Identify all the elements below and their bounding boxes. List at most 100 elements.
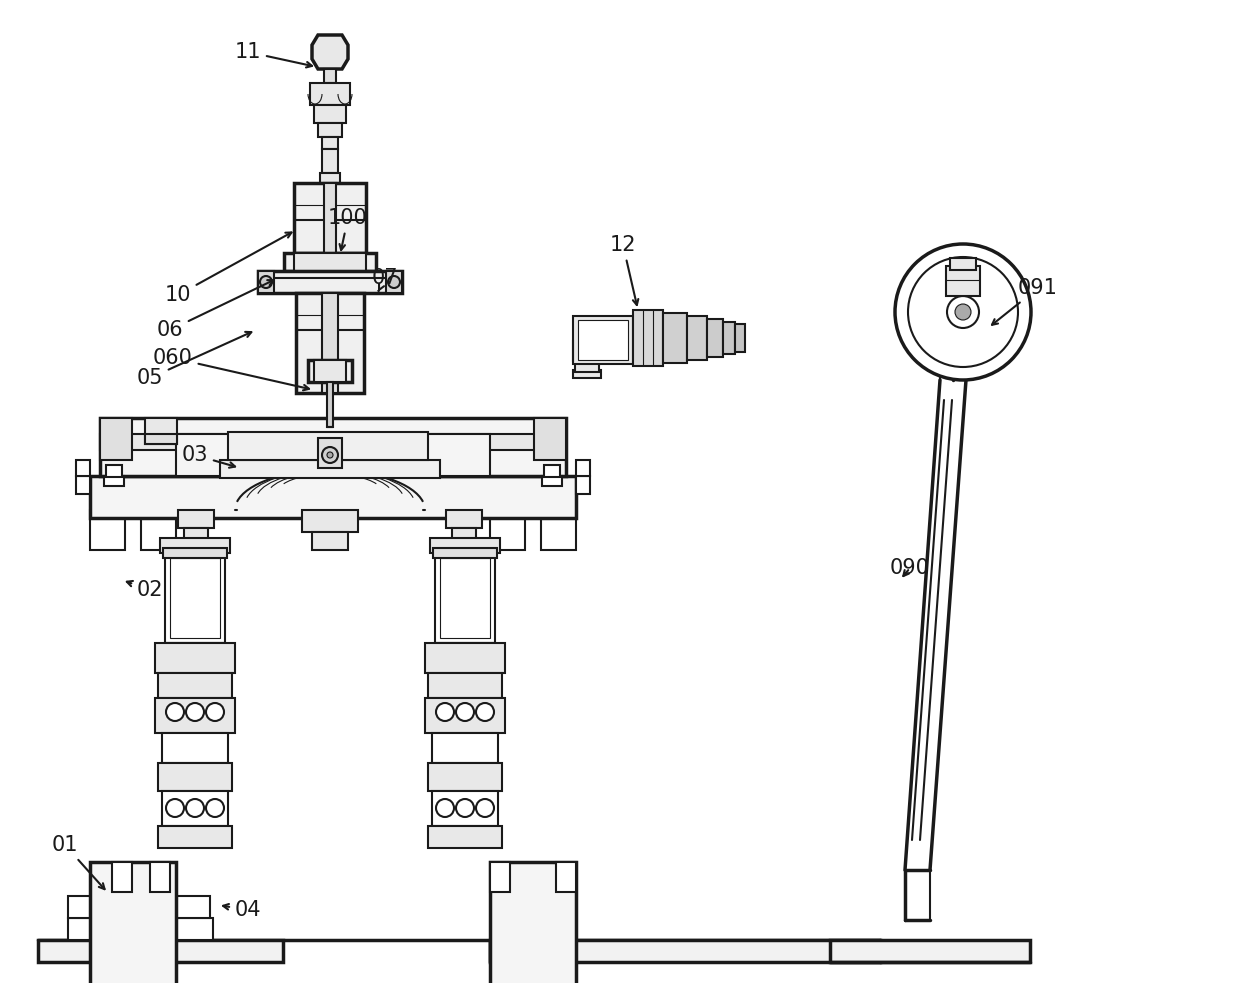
Bar	[104, 476, 124, 486]
Bar	[308, 360, 352, 382]
Bar	[428, 673, 502, 698]
Bar	[541, 510, 577, 550]
Bar	[310, 83, 350, 105]
Bar	[284, 253, 376, 271]
Bar	[735, 324, 745, 352]
Text: 11: 11	[234, 42, 312, 68]
Bar	[105, 465, 122, 477]
Bar	[433, 548, 497, 558]
Bar	[258, 271, 402, 293]
Bar	[490, 862, 510, 892]
Circle shape	[436, 703, 454, 721]
Bar	[296, 293, 365, 393]
Text: 091: 091	[992, 278, 1058, 324]
Circle shape	[908, 257, 1018, 367]
Bar	[100, 434, 565, 450]
Bar	[112, 862, 131, 892]
Bar	[573, 316, 632, 364]
Bar	[575, 362, 599, 372]
Bar	[228, 432, 428, 460]
Bar	[577, 476, 590, 494]
Bar	[432, 791, 498, 826]
Bar	[162, 733, 228, 763]
Bar	[320, 173, 340, 183]
Bar	[157, 826, 232, 848]
Circle shape	[206, 703, 224, 721]
Text: 07: 07	[372, 268, 398, 291]
Bar	[100, 418, 131, 460]
Bar	[76, 460, 91, 476]
Bar	[324, 183, 336, 253]
Circle shape	[476, 703, 494, 721]
Bar	[534, 418, 565, 460]
Circle shape	[947, 296, 980, 328]
Text: 060: 060	[153, 348, 309, 390]
Text: 06: 06	[156, 280, 273, 340]
Bar	[179, 510, 215, 528]
Bar	[428, 826, 502, 848]
Bar	[312, 532, 348, 550]
Bar	[830, 940, 1030, 962]
Bar	[317, 123, 342, 137]
Bar	[490, 940, 880, 962]
Bar	[303, 510, 358, 532]
Polygon shape	[312, 35, 348, 69]
Circle shape	[166, 799, 184, 817]
Circle shape	[476, 799, 494, 817]
Bar	[663, 313, 687, 363]
Text: 05: 05	[136, 332, 252, 388]
Circle shape	[955, 304, 971, 320]
Bar	[170, 896, 210, 918]
Bar	[219, 460, 440, 478]
Bar	[170, 558, 219, 638]
Bar	[430, 538, 500, 553]
Bar	[91, 476, 577, 518]
Bar	[184, 528, 208, 553]
Bar	[435, 553, 495, 643]
Bar	[425, 643, 505, 673]
Bar	[38, 940, 283, 962]
Bar	[162, 548, 227, 558]
Bar	[490, 510, 525, 550]
Bar	[294, 183, 366, 253]
Bar	[386, 271, 402, 293]
Bar	[68, 918, 213, 940]
Bar	[322, 137, 339, 149]
Bar	[155, 698, 236, 733]
Circle shape	[436, 799, 454, 817]
Text: 100: 100	[329, 208, 368, 250]
Circle shape	[186, 703, 205, 721]
Bar	[573, 370, 601, 378]
Bar	[446, 510, 482, 528]
Bar	[425, 698, 505, 733]
Text: 01: 01	[52, 835, 104, 890]
Bar	[578, 320, 627, 360]
Bar	[324, 69, 336, 83]
Bar	[68, 896, 108, 918]
Bar	[176, 434, 490, 476]
Bar	[294, 253, 366, 271]
Text: 090: 090	[890, 558, 930, 578]
Bar	[327, 382, 334, 427]
Bar	[91, 862, 176, 983]
Circle shape	[895, 244, 1030, 380]
Bar	[258, 271, 274, 293]
Circle shape	[206, 799, 224, 817]
Circle shape	[456, 799, 474, 817]
Bar	[100, 418, 565, 476]
Bar	[946, 266, 980, 296]
Bar	[157, 763, 232, 791]
Bar	[577, 460, 590, 476]
Bar	[632, 310, 663, 366]
Circle shape	[322, 447, 339, 463]
Circle shape	[456, 703, 474, 721]
Bar	[723, 322, 735, 354]
Bar	[542, 476, 562, 486]
Bar	[322, 149, 339, 173]
Text: 10: 10	[165, 232, 291, 305]
Text: 02: 02	[126, 580, 164, 600]
Bar	[432, 733, 498, 763]
Bar	[150, 862, 170, 892]
Bar	[162, 791, 228, 826]
Bar	[490, 862, 577, 983]
